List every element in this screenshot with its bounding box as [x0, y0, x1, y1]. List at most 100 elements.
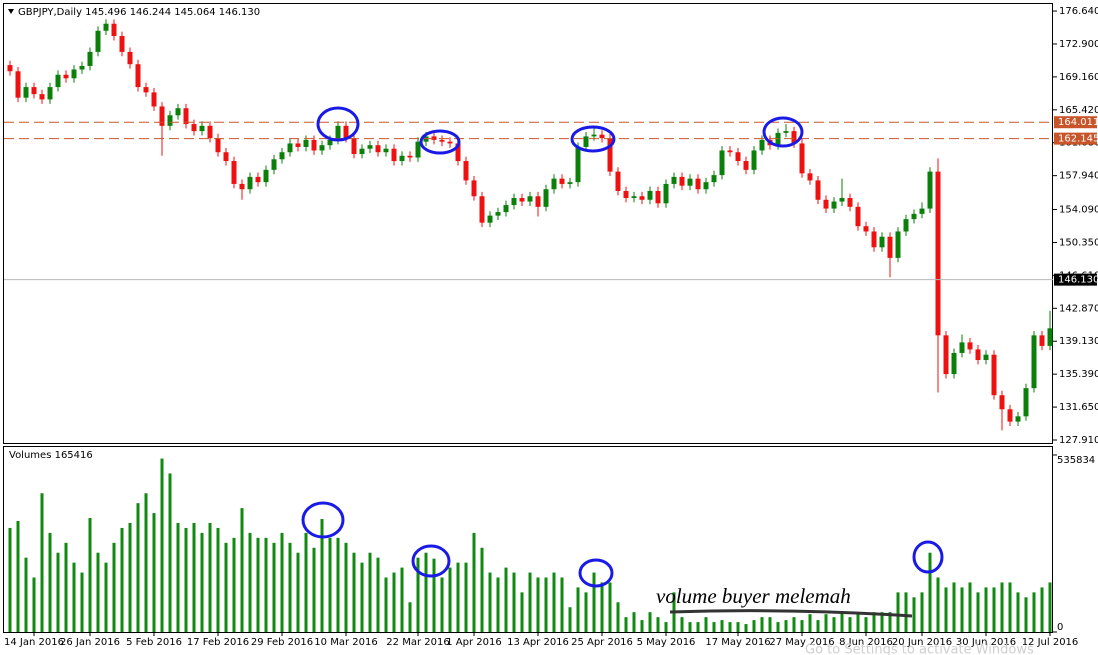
candle-body	[959, 342, 965, 353]
volume-bar	[384, 577, 388, 632]
volume-bar	[360, 562, 364, 632]
candle-body	[999, 395, 1005, 410]
candle-body	[711, 175, 717, 183]
volume-bar	[224, 542, 228, 632]
candle-body	[1023, 388, 1029, 417]
candle-body	[887, 236, 893, 258]
volume-bar	[112, 542, 116, 632]
candle-body	[991, 354, 997, 396]
candle-body	[679, 176, 685, 186]
volume-bar	[32, 577, 36, 632]
volume-bar	[496, 577, 500, 632]
x-tick-label: 5 May 2016	[637, 637, 696, 648]
candle-body	[247, 176, 253, 190]
volume-bar	[72, 562, 76, 632]
volume-bar	[768, 617, 772, 632]
volume-bar	[472, 532, 476, 632]
candle-body	[199, 125, 205, 132]
volume-bar	[304, 532, 308, 632]
volume-bar	[416, 557, 420, 632]
candle-body	[791, 131, 797, 144]
volume-bar	[464, 562, 468, 632]
volume-bar	[848, 617, 852, 632]
candle-body	[63, 74, 69, 79]
highlight	[578, 558, 614, 588]
candle-body	[359, 148, 365, 155]
volume-bar	[272, 542, 276, 632]
y-tick-label: 172.900	[1059, 39, 1098, 50]
candle-body	[543, 189, 549, 207]
candle-body	[511, 198, 517, 206]
highlights	[301, 106, 944, 588]
volume-bar	[512, 572, 516, 632]
x-tick-label: 8 Jun 2016	[839, 637, 893, 648]
candle-body	[535, 196, 541, 207]
candle-body	[783, 131, 789, 133]
volume-bar	[536, 577, 540, 632]
volume-bar	[896, 592, 900, 632]
volume-bar	[752, 620, 756, 632]
candle-body	[967, 342, 973, 350]
volume-bar	[968, 582, 972, 632]
menu-arrow[interactable]	[8, 9, 14, 14]
volume-bar	[712, 622, 716, 632]
candle-body	[663, 183, 669, 204]
candle-body	[575, 146, 581, 183]
candle-body	[191, 124, 197, 132]
volume-bar	[800, 620, 804, 632]
y-tick-label: 176.640	[1059, 6, 1098, 17]
candle-body	[183, 108, 189, 125]
volume-bar	[688, 622, 692, 632]
x-tick-label: 20 Jun 2016	[892, 637, 952, 648]
candle-body	[799, 143, 805, 174]
volume-bar	[784, 620, 788, 632]
candle-body	[519, 198, 525, 202]
volume-bar	[776, 622, 780, 632]
volume-bar	[320, 519, 324, 632]
volume-bar	[456, 562, 460, 632]
candle-body	[7, 65, 13, 72]
volume-bar	[352, 552, 356, 632]
volume-bar	[576, 587, 580, 632]
candle-body	[871, 231, 877, 248]
candle-body	[599, 134, 605, 139]
volume-bar	[192, 522, 196, 632]
candle-body	[55, 74, 61, 88]
x-tick-label: 30 Jun 2016	[956, 637, 1016, 648]
volume-bar	[440, 577, 444, 632]
candle-body	[975, 349, 981, 360]
candle-body	[1007, 409, 1013, 422]
candle-body	[399, 155, 405, 162]
candle-body	[287, 143, 293, 153]
candle-body	[823, 199, 829, 209]
candle-body	[831, 201, 837, 209]
x-tick-label: 12 Jul 2016	[1022, 637, 1079, 648]
volume-bar	[720, 620, 724, 632]
candle-body	[471, 180, 477, 197]
y-tick-label: 154.090	[1059, 205, 1098, 216]
candle-body	[839, 198, 845, 202]
volume-bar	[736, 622, 740, 632]
volume-bar	[1000, 582, 1004, 632]
candle-body	[383, 148, 389, 153]
candle-body	[687, 178, 693, 186]
volume-bar	[528, 572, 532, 632]
candle-body	[591, 134, 597, 137]
candle-body	[927, 171, 933, 209]
candle-body	[463, 161, 469, 181]
candle-body	[447, 141, 453, 144]
candle-body	[551, 178, 557, 190]
volume-bar	[392, 572, 396, 632]
candle-body	[695, 178, 701, 190]
x-tick-label: 5 Feb 2016	[126, 637, 182, 648]
volume-bar	[184, 527, 188, 632]
candle-body	[703, 182, 709, 190]
volume-bar	[48, 532, 52, 632]
candle-body	[319, 145, 325, 151]
candle-body	[175, 108, 181, 116]
volume-bar	[280, 532, 284, 632]
volume-bar	[216, 527, 220, 632]
price-label-box	[1054, 273, 1097, 286]
volume-bar	[680, 617, 684, 632]
